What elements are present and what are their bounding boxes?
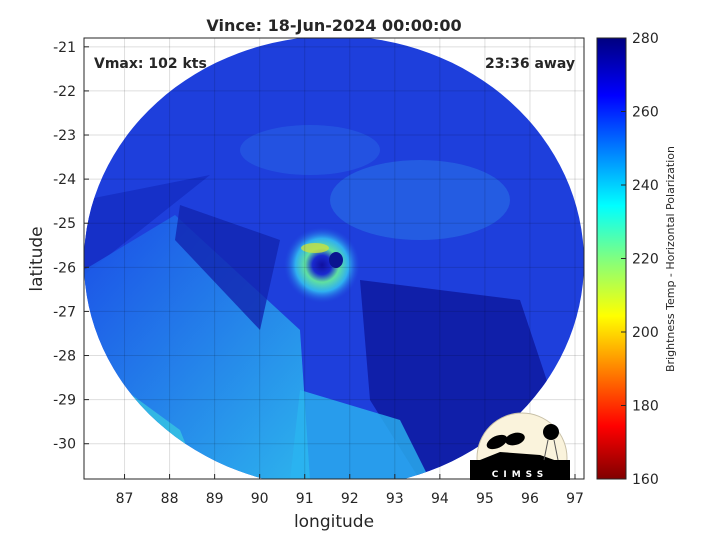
- logo-text: CIMSS: [492, 470, 548, 480]
- x-axis-label: longitude: [294, 512, 374, 532]
- x-tick-label: 87: [116, 491, 134, 507]
- colorbar-ticks: 160 180 200 220 240 260 280: [621, 31, 659, 488]
- x-tick-label: 94: [431, 491, 449, 507]
- colorbar-tick-label: 160: [632, 472, 659, 488]
- x-tick-label: 97: [566, 491, 584, 507]
- x-tick-label: 88: [161, 491, 179, 507]
- x-tick-label: 95: [476, 491, 494, 507]
- grid: [84, 38, 584, 479]
- colorbar-tick-label: 240: [632, 178, 659, 194]
- colorbar-tick-label: 280: [632, 31, 659, 47]
- cimss-logo: CIMSS: [470, 412, 570, 480]
- x-tick-label: 91: [296, 491, 314, 507]
- y-tick-label: -23: [53, 128, 76, 144]
- colorbar-tick-label: 220: [632, 252, 659, 268]
- y-tick-label: -24: [53, 172, 76, 188]
- colorbar-tick-label: 200: [632, 325, 659, 341]
- y-tick-label: -26: [53, 260, 76, 276]
- y-tick-label: -22: [53, 84, 76, 100]
- x-tick-label: 90: [251, 491, 269, 507]
- storm-eye: [329, 252, 343, 268]
- y-tick-label: -30: [53, 437, 76, 453]
- axes-box: [83, 37, 585, 480]
- colorbar-label: Brightness Temp - Horizontal Polarizatio…: [664, 146, 677, 372]
- y-tick-label: -29: [53, 393, 76, 409]
- x-tick-label: 93: [386, 491, 404, 507]
- y-tick-label: -25: [53, 216, 76, 232]
- colorbar-tick-label: 180: [632, 399, 659, 415]
- y-ticks: -21 -22 -23 -24 -25 -26 -27 -28 -29 -30: [53, 40, 89, 453]
- y-axis-label: latitude: [27, 226, 47, 291]
- chart-title: Vince: 18-Jun-2024 00:00:00: [206, 16, 461, 35]
- x-tick-label: 92: [341, 491, 359, 507]
- x-tick-label: 96: [521, 491, 539, 507]
- x-ticks: 87 88 89 90 91 92 93 94 95 96 97: [116, 474, 584, 507]
- y-tick-label: -27: [53, 304, 76, 320]
- x-tick-label: 89: [206, 491, 224, 507]
- y-tick-label: -28: [53, 349, 76, 365]
- time-away-annotation: 23:36 away: [485, 56, 575, 72]
- colorbar-tick-label: 260: [632, 105, 659, 121]
- vmax-annotation: Vmax: 102 kts: [94, 56, 207, 72]
- y-tick-label: -21: [53, 40, 76, 56]
